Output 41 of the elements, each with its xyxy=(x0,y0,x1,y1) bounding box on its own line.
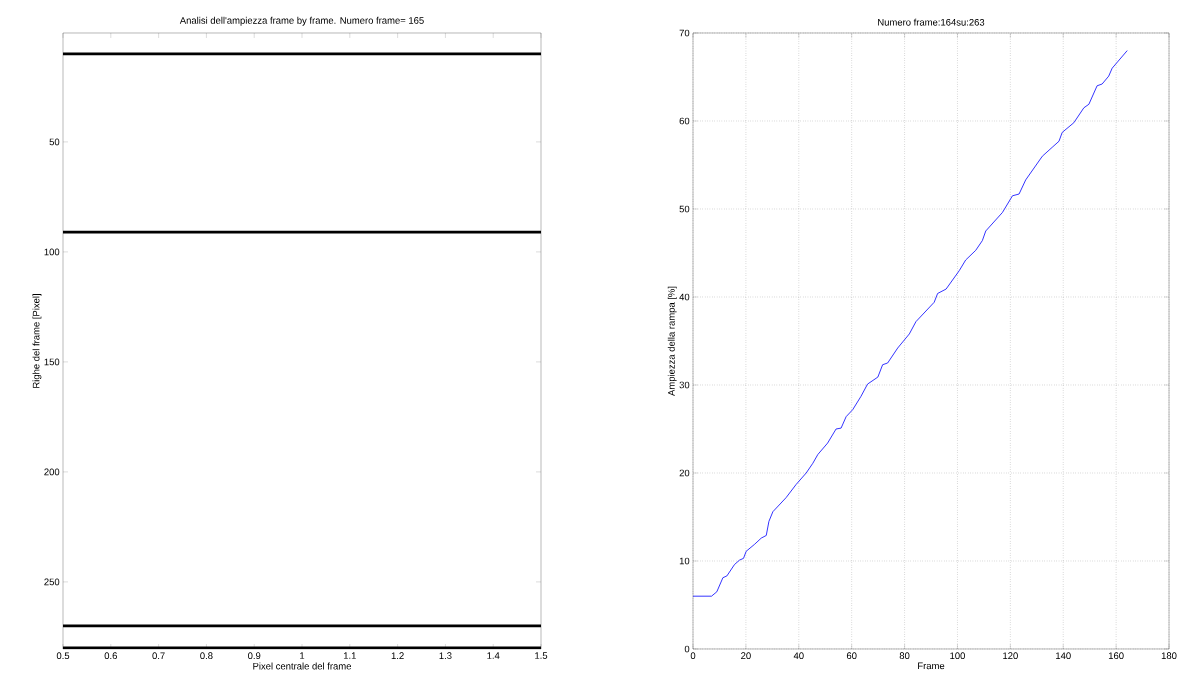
x-axis-title: Frame xyxy=(918,662,945,670)
x-tick-label: 180 xyxy=(1161,652,1177,660)
y-tick-label: 50 xyxy=(679,205,690,213)
x-tick-label: 0.8 xyxy=(200,652,213,660)
x-tick-label: 140 xyxy=(1056,652,1071,660)
y-tick-label: 200 xyxy=(44,468,60,476)
x-tick-label: 0.9 xyxy=(248,652,261,660)
x-tick-label: 1.5 xyxy=(535,652,548,659)
x-tick-label: 1.3 xyxy=(439,652,452,660)
y-tick-label: 60 xyxy=(679,117,690,125)
x-tick-label: 160 xyxy=(1108,652,1124,660)
x-tick-label: 20 xyxy=(741,652,751,660)
x-tick-label: 0 xyxy=(690,652,696,660)
x-tick-label: 1.2 xyxy=(391,652,404,659)
y-tick-label: 250 xyxy=(44,578,60,586)
x-tick-label: 60 xyxy=(846,652,857,660)
x-axis-title: Pixel centrale del frame xyxy=(253,662,352,670)
x-tick-label: 0.7 xyxy=(152,652,165,660)
x-tick-label: 0.5 xyxy=(56,652,70,660)
y-axis-title: Righe del frame [Pixel] xyxy=(32,294,42,388)
x-tick-label: 1 xyxy=(300,652,305,659)
y-tick-label: 10 xyxy=(679,557,690,565)
y-tick-label: 50 xyxy=(49,138,60,146)
y-tick-label: 100 xyxy=(44,248,60,256)
y-tick-label: 150 xyxy=(44,358,60,366)
y-tick-label: 30 xyxy=(679,381,690,389)
x-tick-label: 40 xyxy=(793,652,804,660)
chart-title: Analisi dell'ampiezza frame by frame. Numero frame= 165 xyxy=(179,16,424,26)
x-tick-label: 120 xyxy=(1003,652,1018,660)
x-tick-label: 80 xyxy=(899,652,910,660)
y-axis-title: Ampiezza della rampa [%] xyxy=(667,286,677,396)
line-series xyxy=(693,50,1128,597)
chart-title: Numero frame:164su:263 xyxy=(878,18,985,26)
y-tick-label: 0 xyxy=(684,645,690,653)
x-tick-label: 100 xyxy=(950,652,965,660)
x-tick-label: 1.4 xyxy=(487,652,500,659)
y-tick-label: 40 xyxy=(679,293,690,301)
x-tick-label: 0.6 xyxy=(104,652,117,660)
x-tick-label: 1.1 xyxy=(343,652,356,659)
y-tick-label: 20 xyxy=(679,469,690,477)
y-tick-label: 70 xyxy=(679,29,690,37)
